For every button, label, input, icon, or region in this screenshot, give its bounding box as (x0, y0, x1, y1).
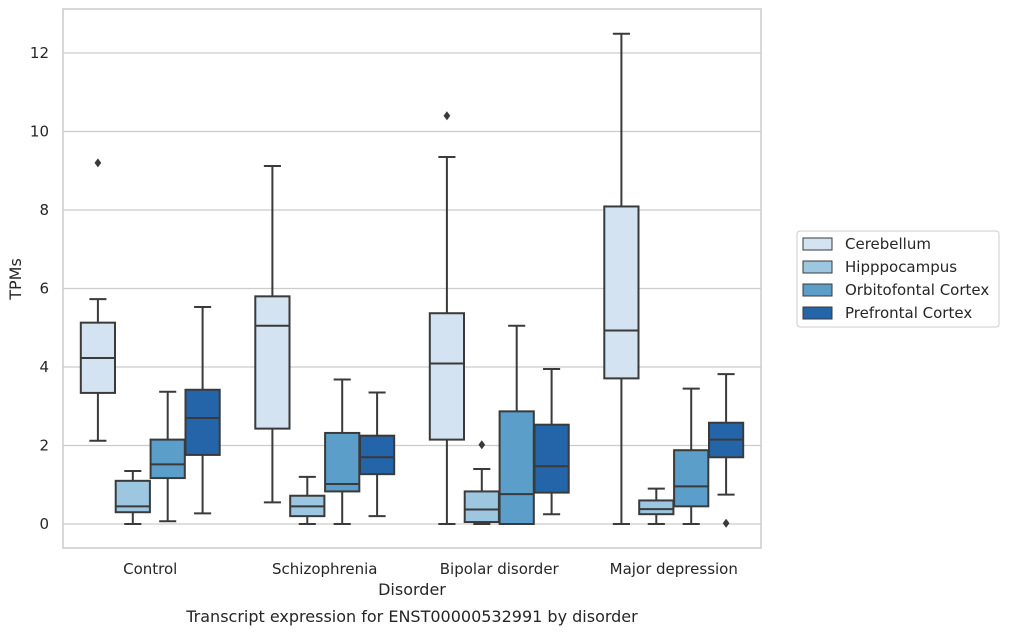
y-tick-label: 4 (39, 358, 49, 376)
box-body (463, 490, 500, 524)
x-axis-label: Disorder (378, 580, 446, 599)
box-body (184, 388, 221, 456)
box-3-0 (184, 305, 221, 515)
box-plots (79, 32, 745, 528)
box-0-3 (603, 32, 640, 525)
chart-caption: Transcript expression for ENST0000053299… (185, 607, 638, 626)
y-tick-label: 10 (30, 123, 49, 141)
box-1-1 (289, 475, 326, 525)
legend-swatch (802, 237, 833, 251)
box-2-1 (324, 378, 361, 525)
x-tick-label: Schizophrenia (272, 560, 377, 578)
legend-frame (796, 230, 1000, 328)
y-axis-label: TPMs (6, 258, 25, 301)
box-body (428, 312, 466, 441)
box-body (638, 499, 675, 516)
box-body (254, 295, 291, 430)
outlier-point (94, 158, 102, 168)
outlier-point (443, 111, 451, 121)
legend-label: Prefrontal Cortex (845, 304, 972, 322)
box-1-2 (463, 440, 500, 525)
y-tick-label: 0 (39, 515, 49, 533)
y-tick-labels: 0 2 4 6 8 10 12 (30, 44, 49, 533)
x-tick-labels: Control Schizophrenia Bipolar disorder Majo… (123, 560, 738, 578)
box-body (149, 438, 186, 480)
box-3-1 (358, 391, 396, 518)
legend-label: Hipppocampus (845, 258, 957, 276)
x-tick-label: Major depression (610, 560, 738, 578)
box-0-0 (79, 158, 117, 442)
box-3-3 (707, 373, 745, 528)
box-1-0 (114, 470, 151, 525)
plot-frame (62, 8, 762, 549)
legend-label: Cerebellum (845, 235, 931, 253)
box-body (358, 434, 396, 476)
box-body (324, 431, 361, 493)
box-0-2 (428, 111, 466, 525)
legend-label: Orbitofontal Cortex (845, 281, 989, 299)
outlier-point (478, 440, 486, 450)
box-2-0 (149, 390, 186, 523)
y-tick-label: 6 (39, 280, 49, 298)
box-2-3 (673, 387, 710, 525)
box-body (603, 205, 640, 380)
legend-swatch (802, 283, 833, 297)
y-tick-label: 8 (39, 201, 49, 219)
legend: Cerebellum Hipppocampus Orbitofontal Corte… (796, 230, 1000, 328)
y-tick-label: 2 (39, 437, 49, 455)
box-1-3 (638, 487, 675, 525)
box-body (533, 423, 570, 494)
box-0-1 (254, 165, 291, 504)
box-3-2 (533, 367, 570, 516)
box-body (114, 479, 151, 514)
outlier-point (722, 518, 730, 528)
x-tick-label: Bipolar disorder (440, 560, 560, 578)
y-tick-label: 12 (30, 44, 49, 62)
box-body (498, 410, 535, 526)
box-body (673, 449, 710, 508)
legend-swatch (802, 260, 833, 274)
x-tick-label: Control (123, 560, 177, 578)
legend-swatch (802, 306, 833, 320)
